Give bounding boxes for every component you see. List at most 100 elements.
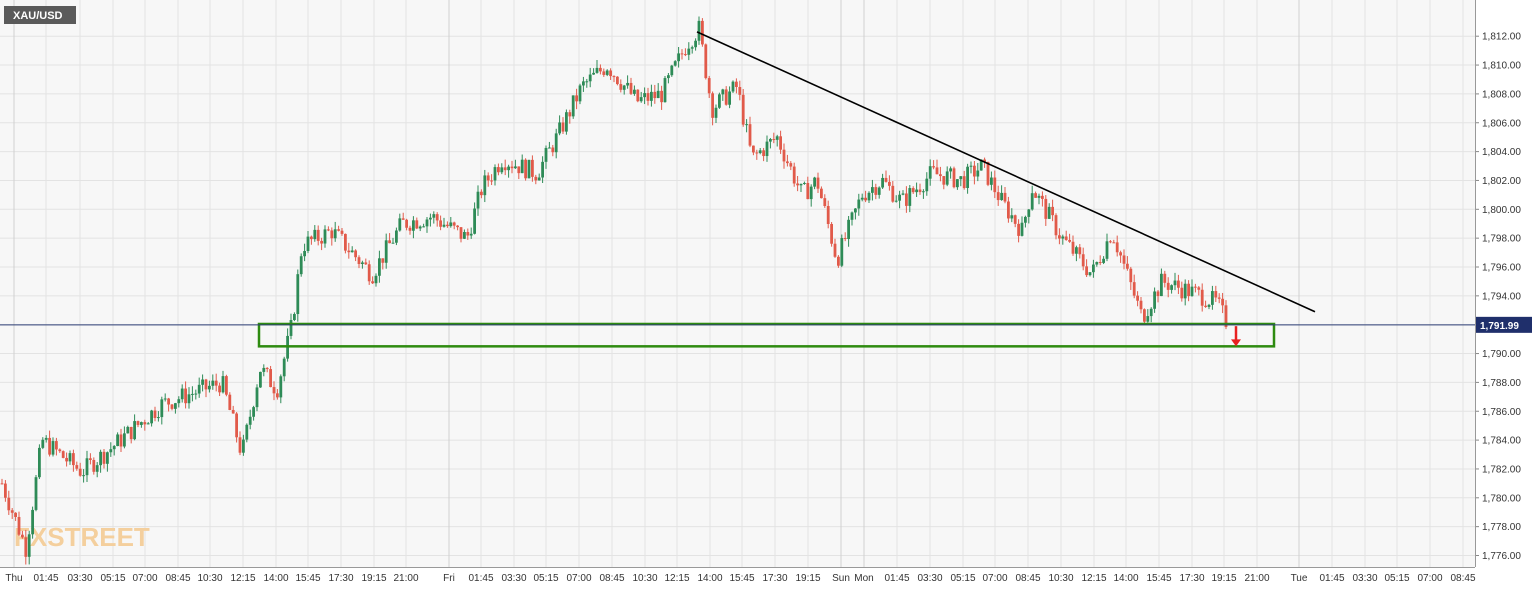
descending-trendline	[696, 31, 1316, 313]
candle-body	[1058, 235, 1061, 239]
candle-body	[340, 230, 344, 234]
down-arrow-head	[1231, 339, 1241, 347]
candle-body	[333, 229, 337, 239]
x-tick-label: 05:15	[1384, 573, 1409, 584]
candle-body	[809, 186, 813, 200]
candle-body	[1153, 291, 1156, 309]
candle-body	[738, 87, 742, 95]
candle-body	[656, 90, 660, 99]
candle-body	[252, 407, 255, 417]
x-tick-label: 01:45	[884, 573, 909, 584]
candle-body	[1139, 300, 1143, 310]
candle-body	[184, 388, 187, 404]
candle-body	[945, 171, 949, 185]
candle-body	[259, 371, 262, 388]
candle-body	[979, 159, 983, 171]
candle-body	[483, 175, 487, 196]
candle-body	[276, 393, 279, 398]
candle-body	[877, 187, 881, 195]
candle-body	[932, 166, 935, 168]
candle-body	[61, 451, 65, 458]
candle-body	[1221, 298, 1224, 306]
y-tick-label: 1,796.00	[1482, 263, 1521, 274]
candle-body	[313, 229, 317, 240]
y-tick-label: 1,798.00	[1482, 234, 1521, 245]
candle-body	[534, 176, 538, 181]
candle-body	[1224, 305, 1228, 328]
candle-body	[1078, 247, 1082, 255]
candle-body	[330, 230, 334, 239]
candle-body	[480, 191, 483, 196]
last-price-value: 1,791.99	[1480, 321, 1519, 332]
candle-body	[456, 225, 459, 228]
candle-body	[503, 167, 507, 171]
candle-body	[1183, 283, 1187, 299]
candle-body	[891, 185, 895, 202]
x-tick-label: 19:15	[1211, 573, 1236, 584]
candle-body	[357, 257, 361, 265]
candle-body	[245, 424, 249, 440]
x-tick-label: 03:30	[1352, 573, 1377, 584]
candle-body	[408, 227, 412, 231]
candle-body	[993, 177, 997, 193]
candle-body	[123, 433, 126, 447]
y-tick-label: 1,806.00	[1482, 118, 1521, 129]
candle-body	[874, 187, 878, 195]
annotations	[0, 31, 1475, 348]
candle-body	[497, 167, 500, 173]
candle-body	[429, 217, 432, 220]
candle-body	[775, 136, 779, 140]
candle-body	[619, 84, 623, 90]
candle-body	[1047, 206, 1051, 219]
candle-body	[1173, 280, 1177, 286]
candle-body	[384, 240, 388, 263]
x-tick-label: 07:00	[132, 573, 157, 584]
candle-body	[68, 453, 72, 462]
candle-body	[4, 483, 7, 498]
candle-body	[238, 437, 242, 453]
candle-body	[1007, 201, 1010, 219]
candle-body	[306, 236, 310, 251]
candle-body	[388, 240, 391, 244]
candle-body	[255, 387, 259, 408]
candle-body	[106, 452, 109, 464]
candle-body	[1017, 223, 1020, 236]
candle-body	[806, 182, 810, 200]
candle-body	[996, 192, 1000, 201]
candle-body	[269, 369, 272, 388]
candle-body	[1024, 216, 1027, 223]
grid-lines	[0, 0, 1475, 567]
candle-body	[881, 177, 884, 188]
candle-body	[143, 422, 147, 425]
symbol-badge[interactable]: XAU/USD	[4, 6, 76, 24]
candle-body	[721, 89, 725, 95]
candle-body	[303, 250, 306, 257]
candle-body	[1170, 285, 1173, 290]
candle-body	[452, 222, 456, 226]
candle-body	[1068, 239, 1071, 242]
candle-body	[150, 410, 153, 424]
candle-body	[928, 166, 932, 179]
candle-body	[1166, 282, 1170, 290]
candle-body	[211, 380, 215, 386]
candle-body	[1149, 308, 1153, 317]
candle-body	[769, 139, 772, 142]
candle-body	[1037, 195, 1041, 198]
candle-body	[813, 177, 816, 187]
candle-body	[724, 89, 728, 105]
candle-body	[1214, 291, 1218, 298]
candle-body	[350, 250, 354, 253]
candle-body	[548, 147, 551, 149]
candle-body	[119, 434, 123, 447]
candle-body	[908, 188, 912, 206]
candle-body	[473, 208, 476, 234]
candle-body	[901, 193, 905, 195]
candle-body	[486, 175, 490, 181]
candle-body	[1197, 287, 1201, 290]
x-tick-label: 14:00	[697, 573, 722, 584]
candle-body	[514, 166, 517, 169]
y-tick-label: 1,808.00	[1482, 89, 1521, 100]
candle-body	[568, 112, 572, 117]
candle-body	[755, 152, 759, 154]
